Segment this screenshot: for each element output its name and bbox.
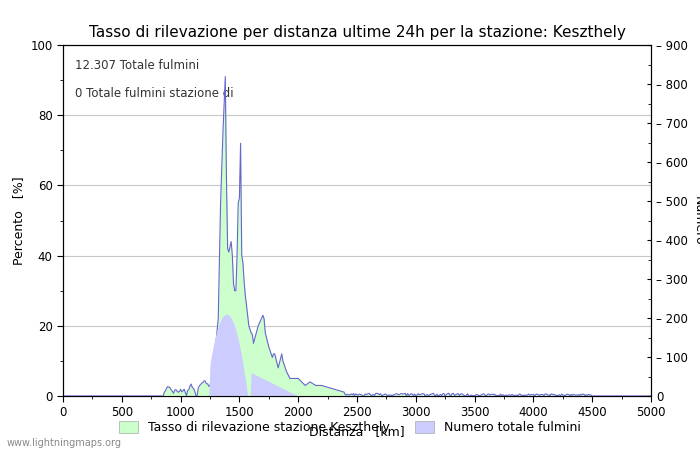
Y-axis label: Percento   [%]: Percento [%]: [12, 176, 24, 265]
Text: 12.307 Totale fulmini: 12.307 Totale fulmini: [75, 59, 199, 72]
Text: www.lightningmaps.org: www.lightningmaps.org: [7, 438, 122, 448]
Text: 0 Totale fulmini stazione di: 0 Totale fulmini stazione di: [75, 87, 233, 100]
Title: Tasso di rilevazione per distanza ultime 24h per la stazione: Keszthely: Tasso di rilevazione per distanza ultime…: [89, 25, 625, 40]
Y-axis label: Numero: Numero: [692, 196, 700, 245]
X-axis label: Distanza   [km]: Distanza [km]: [309, 425, 405, 438]
Legend: Tasso di rilevazione stazione Keszthely, Numero totale fulmini: Tasso di rilevazione stazione Keszthely,…: [114, 416, 586, 439]
